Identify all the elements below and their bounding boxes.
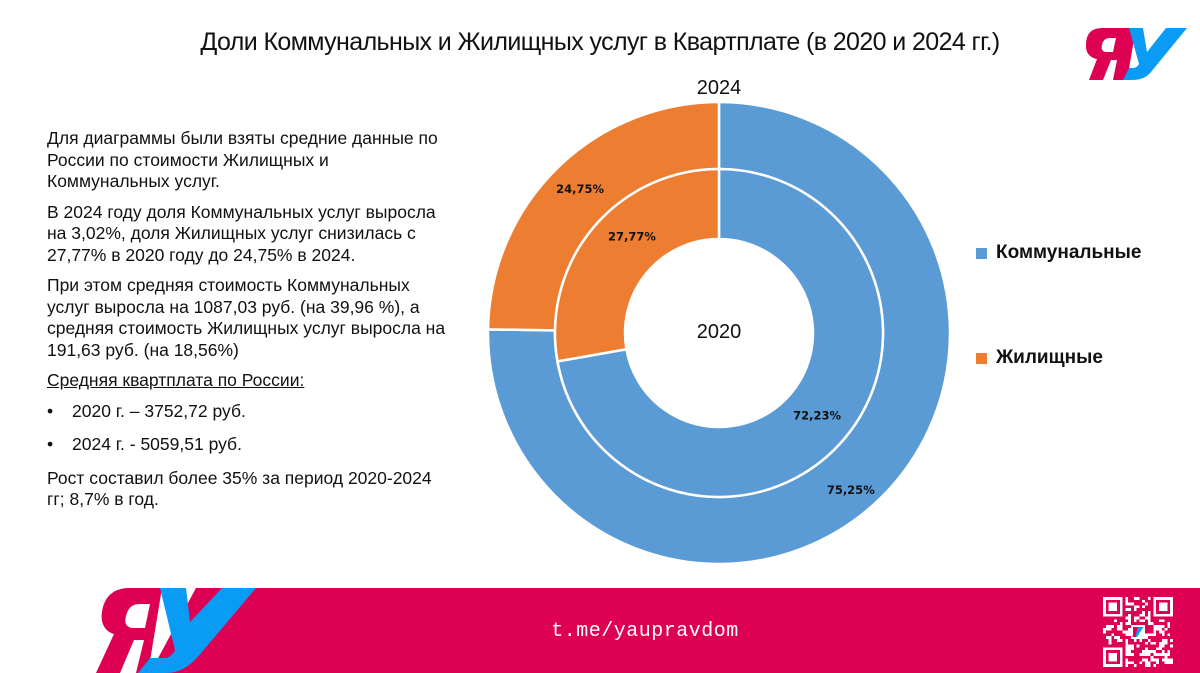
subheading-avg-rent: Средняя квартплата по России: [47, 370, 305, 390]
data-label: 72,23% [793, 408, 841, 422]
data-label: 75,25% [827, 483, 875, 497]
qr-code-icon[interactable] [1103, 597, 1173, 667]
data-label: 24,75% [556, 182, 604, 196]
ya-u-logo-icon [1086, 28, 1187, 80]
legend-swatch-blue [976, 247, 987, 259]
2020-zhilishchnye-segment [553, 167, 721, 363]
paragraph-data-source: Для диаграммы были взяты средние данные … [47, 128, 438, 191]
data-labels: 75,25% 24,75% 72,23% 27,77% [556, 182, 875, 497]
telegram-link[interactable]: t.me/yaupravdom [551, 620, 739, 643]
2020-kommunalnye-segment [556, 167, 885, 499]
doughnut-chart: 2024 2020 75,25% 24,75% 72,23% 27,77% [486, 77, 952, 566]
inner-ring-label: 2020 [697, 321, 742, 343]
outer-ring-label: 2024 [697, 77, 742, 99]
ya-u-logo-footer-icon [0, 582, 270, 673]
legend-label: Коммунальные [996, 242, 1142, 263]
list-item: 2020 г. – 3752,72 руб. [47, 401, 447, 423]
legend-label: Жилищные [996, 347, 1103, 368]
description-text: Для диаграммы были взяты средние данные … [47, 128, 447, 520]
legend-swatch-orange [976, 352, 987, 364]
list-item: 2024 г. - 5059,51 руб. [47, 434, 447, 456]
paragraph-cost-change: При этом средняя стоимость Коммунальных … [47, 275, 446, 360]
slide-title: Доли Коммунальных и Жилищных услуг в Ква… [200, 28, 1000, 56]
avg-rent-list: 2020 г. – 3752,72 руб. 2024 г. - 5059,51… [47, 401, 447, 456]
data-label: 27,77% [608, 229, 656, 243]
paragraph-share-change: В 2024 году доля Коммунальных услуг выро… [47, 201, 436, 265]
legend-item-zhilishchnye: Жилищные [976, 347, 1103, 369]
legend-item-kommunalnye: Коммунальные [976, 242, 1141, 264]
paragraph-growth: Рост составил более 35% за период 2020-2… [47, 467, 432, 510]
chart-rings [486, 100, 952, 566]
